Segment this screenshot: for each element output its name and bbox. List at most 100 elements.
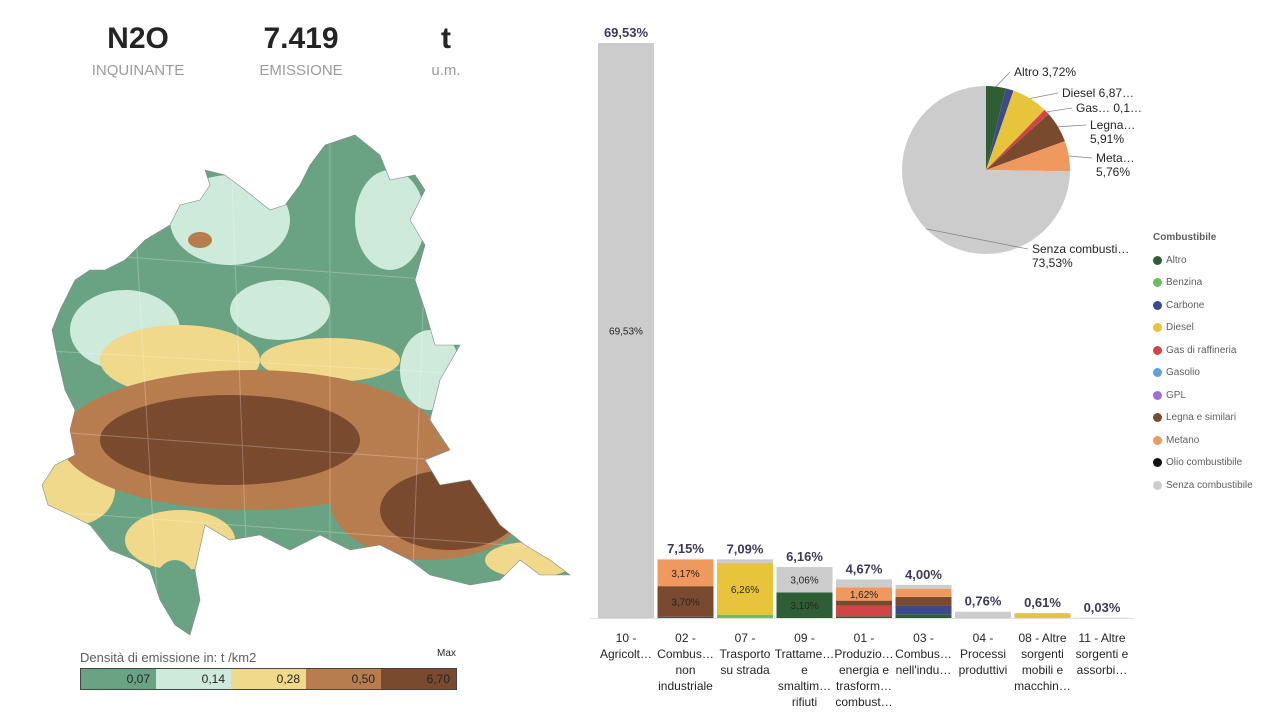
pie-label-diesel: Diesel 6,87… [1062,86,1134,100]
pie-slice-carbone[interactable] [986,88,1014,170]
legend-item-gas-di-raffineria[interactable]: Gas di raffineria [1153,339,1253,362]
legend-item-senza-combustibile[interactable]: Senza combustibile [1153,474,1253,497]
legend-label: GPL [1166,389,1187,401]
bar-chart: 69,53% 69,53% 7,15% 3,70% 3,17% 7,09% 6,26% 6,1… [590,25,1134,619]
bar-category-6: 04 - Processi produttivi [958,631,1008,677]
pie-leader-gas-di-raffineria [1046,107,1073,113]
bar-segment-4-gas-di-raffineria[interactable] [836,605,892,617]
bar-segment-label-1: 3,70% [671,597,699,608]
pie-leader-legna-e-similari [1058,124,1087,128]
legend-label: Benzina [1166,277,1203,289]
legend-item-legna-e-similari[interactable]: Legna e similari [1153,407,1253,430]
bar-category-4: 01 - Produzio… energia e trasform… combu… [834,631,894,709]
legend-item-metano[interactable]: Metano [1153,429,1253,452]
bar-segment-2-senza-combustibile[interactable] [717,559,773,563]
pie-slice-metano[interactable] [986,141,1070,172]
map-legend-class-1: 0,14 [156,669,231,689]
bar-segment-7-diesel[interactable] [1014,613,1071,618]
pie-label-senza-combustibile: Senza combusti… [1032,242,1129,256]
map-legend-class-0: 0,07 [81,669,156,689]
legend-label: Diesel [1166,322,1194,334]
legend-dot-icon [1153,480,1162,490]
bar-category-2: 07 - Trasporto su strada [719,631,771,677]
legend-label: Olio combustibile [1166,457,1243,469]
bar-segment-5-legna-e-similari[interactable] [895,596,952,606]
pie-slice-altro[interactable] [986,86,1006,170]
legend-item-gasolio[interactable]: Gasolio [1153,362,1253,385]
kpi-emissione-label: EMISSIONE [259,62,343,79]
bar-segment-2-diesel[interactable] [717,562,773,615]
bar-total-label-1: 7,15% [667,541,704,556]
kpi-um-label: u.m. [431,62,461,79]
bar-segment-label-3: 3,10% [790,601,818,612]
bar-segment-4-altro[interactable] [836,616,892,618]
legend-item-olio-combustibile[interactable]: Olio combustibile [1153,452,1253,475]
bar-segment-0-senza-combustibile[interactable] [598,43,654,618]
bar-segment-3-altro[interactable] [776,592,833,618]
bar-segment-1-metano[interactable] [657,559,714,587]
legend-item-carbone[interactable]: Carbone [1153,294,1253,317]
legend-item-gpl[interactable]: GPL [1153,384,1253,407]
bar-segment-5-carbone[interactable] [895,605,952,615]
pie-slice-senza-combustibile[interactable] [902,86,1070,254]
pie-label-senza-combustibile: 73,53% [1032,256,1073,270]
map-districts [42,135,570,635]
legend-dot-icon [1153,458,1162,468]
bar-segment-1-carbone[interactable] [657,616,714,618]
bar-segment-5-senza-combustibile[interactable] [895,584,952,589]
pie-slice-legna-e-similari[interactable] [986,114,1065,170]
bar-segment-4-metano[interactable] [836,587,892,601]
bar-segment-1-senza-combustibile[interactable] [657,558,714,560]
legend-dot-icon [1153,368,1162,378]
map-legend-class-4: 6,70 [381,669,456,689]
kpi-inquinante-label: INQUINANTE [91,62,185,79]
legend-item-benzina[interactable]: Benzina [1153,272,1253,295]
legend-label: Legna e similari [1166,412,1237,424]
map-legend-class-2: 0,28 [231,669,306,689]
kpi-inquinante-value: N2O [107,22,169,55]
bar-segment-4-senza-combustibile[interactable] [836,579,892,588]
bar-total-label-8: 0,03% [1084,600,1121,615]
bar-total-label-0: 69,53% [604,25,649,40]
legend-dot-icon [1153,255,1162,265]
bar-total-label-7: 0,61% [1024,595,1061,610]
lombardy-density-map[interactable] [30,130,575,645]
bar-segment-4-legna-e-similari[interactable] [836,600,892,606]
bar-segment-5-metano[interactable] [895,588,952,597]
legend-item-altro[interactable]: Altro [1153,249,1253,272]
bar-segment-1-legna-e-similari[interactable] [657,586,714,617]
map-legend-max: Max [437,648,456,659]
bar-segment-2-benzina[interactable] [717,614,773,618]
legend-dot-icon [1153,345,1162,355]
legend-dot-icon [1153,390,1162,400]
bar-segment-3-senza-combustibile[interactable] [776,567,833,593]
pie-label-metano: Meta… [1096,151,1135,165]
bar-category-7: 08 - Altre sorgenti mobili e macchin… [1014,631,1071,693]
legend-label: Altro [1166,254,1187,266]
kpi-um-value: t [441,22,451,55]
bar-category-0: 10 - Agricolt… [599,631,652,661]
pie-leader-metano [1068,155,1093,159]
pie-chart: Altro 3,72%Diesel 6,87…Gas… 0,1…Legna…5,… [902,65,1142,270]
pie-label-altro: Altro 3,72% [1014,65,1076,79]
legend-item-diesel[interactable]: Diesel [1153,317,1253,340]
pie-label-legna-e-similari: 5,91% [1090,132,1124,146]
bar-category-1: 02 - Combus… non industriale [657,631,714,693]
legend-dot-icon [1153,323,1162,333]
bar-segment-5-altro[interactable] [895,614,952,618]
kpi-emissione: 7.419 EMISSIONE [241,20,361,79]
legend-dot-icon [1153,300,1162,310]
bar-category-8: 11 - Altre sorgenti e assorbi… [1075,631,1129,677]
bar-segment-label-4: 1,62% [850,590,878,601]
pie-leader-senza-combustibile [926,228,1029,250]
bar-segment-6-senza-combustibile[interactable] [955,611,1011,618]
pie-label-gas-di-raffineria: Gas… 0,1… [1076,101,1142,115]
bar-segment-label-3: 3,06% [790,576,818,587]
bar-total-label-4: 4,67% [846,561,883,576]
pie-slice-gas-di-raffineria[interactable] [986,109,1049,170]
bar-segment-label-1: 3,17% [671,569,699,580]
pie-slice-diesel[interactable] [986,90,1045,170]
kpi-um: t u.m. [386,20,506,79]
legend-dot-icon [1153,278,1162,288]
pie-label-metano: 5,76% [1096,165,1130,179]
